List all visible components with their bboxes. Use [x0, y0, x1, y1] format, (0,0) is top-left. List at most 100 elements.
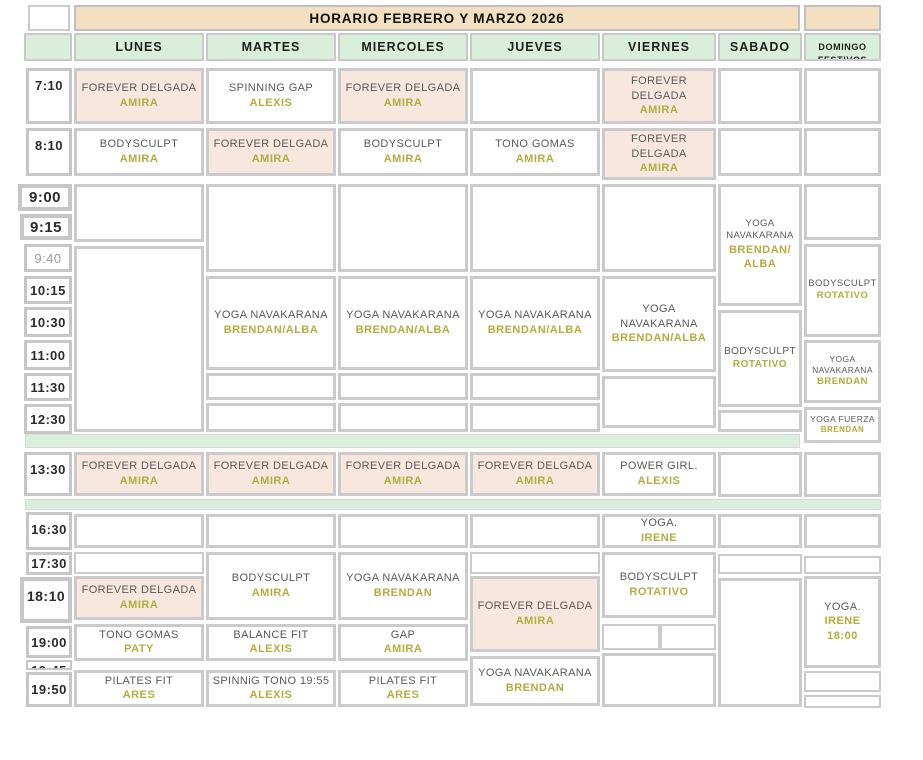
day-header-viernes: VIERNES	[602, 33, 716, 61]
class-name: YOGA NAVAKARANA	[478, 309, 592, 322]
cell-viernes-1130-1230-empty	[602, 376, 716, 428]
class-coach: ROTATIVO	[629, 585, 689, 598]
cell-lunes-1950: PILATES FIT ARES	[74, 670, 204, 707]
class-name: SPINNiG TONO 19:55	[212, 674, 330, 687]
cell-viernes-0810: FOREVER DELGADA AMIRA	[602, 128, 716, 180]
class-name: FOREVER DELGADA	[345, 460, 461, 473]
cell-martes-1900: BALANCE FIT ALEXIS	[206, 624, 336, 661]
cell-miercoles-0710: FOREVER DELGADA AMIRA	[338, 68, 468, 124]
day-header-domingo: DOMINGO FESTIVOS	[804, 33, 881, 61]
time-1330: 13:30	[24, 452, 72, 496]
cell-lunes-1630-empty	[74, 514, 204, 548]
class-name: YOGA.	[824, 601, 861, 613]
class-coach: AMIRA	[515, 474, 555, 487]
class-name: BODYSCULPT	[619, 571, 699, 584]
class-name: BODYSCULPT	[808, 277, 877, 289]
cell-martes-0710: SPINNING GAP ALEXIS	[206, 68, 336, 124]
day-header-sabado: SABADO	[718, 33, 802, 61]
class-name: GAP	[390, 628, 416, 641]
day-label: DOMINGO	[818, 42, 867, 52]
class-coach: ARES	[122, 689, 156, 702]
cell-viernes-1630-yoga: YOGA. IRENE	[602, 514, 716, 548]
class-coach: BRENDAN/ALBA	[355, 323, 451, 336]
class-coach: BRENDAN/ALBA	[223, 323, 319, 336]
cell-miercoles-1730-yoga-navakarana: YOGA NAVAKARANA BRENDAN	[338, 552, 468, 620]
class-name: BODYSCULPT	[363, 138, 443, 151]
cell-viernes-1730-bodysculpt-rotativo: BODYSCULPT ROTATIVO	[602, 552, 716, 618]
day-header-spacer	[24, 33, 72, 61]
class-coach: AMIRA	[383, 474, 423, 487]
class-name: BODYSCULPT	[99, 138, 179, 151]
cell-jueves-900-940-empty	[470, 184, 600, 272]
class-coach: AMIRA	[251, 474, 291, 487]
cell-lunes-1730-empty	[74, 552, 204, 574]
cell-domingo-0710-empty	[804, 68, 881, 124]
class-coach: ALEXIS	[249, 96, 293, 109]
cell-martes-1230-empty	[206, 403, 336, 432]
class-coach: AMIRA	[119, 152, 159, 165]
cell-miercoles-1630-empty	[338, 514, 468, 548]
class-coach: AMIRA	[119, 598, 159, 611]
class-coach: ALEXIS	[637, 474, 681, 487]
class-coach: BRENDAN	[505, 681, 565, 694]
cell-viernes-0710: FOREVER DELGADA AMIRA	[602, 68, 716, 124]
cell-domingo-0810-empty	[804, 128, 881, 176]
class-coach: PATY	[124, 643, 154, 656]
class-name: FOREVER DELGADA	[213, 460, 329, 473]
cell-martes-900-940-empty	[206, 184, 336, 272]
class-name: FOREVER DELGADA	[477, 460, 593, 473]
time-900: 9:00	[18, 184, 72, 211]
day-label: MIERCOLES	[361, 40, 445, 54]
time-1130: 11:30	[24, 373, 72, 401]
class-name: PILATES FIT	[104, 674, 174, 687]
cell-domingo-1630-empty	[804, 514, 881, 548]
cell-domingo-1330-empty	[804, 452, 881, 497]
class-name: YOGA NAVAKARANA	[346, 572, 460, 585]
cell-viernes-yoga-navakarana: YOGA NAVAKARANA BRENDAN/ALBA	[602, 276, 716, 372]
class-name: YOGA FUERZA	[810, 414, 875, 425]
cell-sabado-yoga-navakarana: YOGA NAVAKARANA BRENDAN/ ALBA	[718, 184, 802, 306]
cell-sabado-0810-empty	[718, 128, 802, 176]
day-label: LUNES	[115, 40, 163, 54]
class-coach: AMIRA	[515, 614, 555, 627]
class-name: YOGA NAVAKARANA	[478, 667, 592, 680]
class-coach: AMIRA	[639, 161, 679, 174]
day-header-jueves: JUEVES	[470, 33, 600, 61]
class-name: FOREVER DELGADA	[345, 82, 461, 95]
class-name: PILATES FIT	[368, 674, 438, 687]
class-coach: IRENE	[640, 531, 678, 544]
cell-domingo-900-empty	[804, 184, 881, 240]
cell-viernes-1900a-empty	[602, 624, 660, 650]
class-coach: ARES	[386, 689, 420, 702]
class-name: POWER GIRL.	[620, 460, 698, 473]
class-coach: IRENE	[824, 615, 861, 628]
time-1100: 11:00	[24, 340, 72, 370]
corner-cell	[28, 5, 70, 31]
day-label: VIERNES	[628, 40, 690, 54]
cell-miercoles-1130-empty	[338, 373, 468, 400]
time-1630: 16:30	[26, 512, 72, 550]
class-coach: BRENDAN	[817, 376, 868, 388]
cell-domingo-1810-yoga-irene: YOGA. IRENE 18:00	[804, 576, 881, 668]
day-header-lunes: LUNES	[74, 33, 204, 61]
cell-domingo-1950-empty	[804, 695, 881, 708]
time-1900: 19:00	[26, 626, 72, 658]
time-1030: 10:30	[24, 307, 72, 337]
cell-viernes-1330-power-girl: POWER GIRL. ALEXIS	[602, 452, 716, 496]
class-coach: AMIRA	[383, 152, 423, 165]
class-name: FOREVER DELGADA	[477, 600, 593, 613]
class-name: YOGA NAVAKARANA	[214, 309, 328, 322]
class-name: TONO GOMAS	[99, 628, 179, 641]
green-band-1	[25, 434, 800, 448]
class-coach: ROTATIVO	[816, 290, 869, 302]
class-name: TONO GOMAS	[495, 138, 575, 151]
cell-martes-0810: FOREVER DELGADA AMIRA	[206, 128, 336, 176]
day-label: SABADO	[729, 40, 791, 54]
cell-jueves-1730-empty	[470, 552, 600, 574]
cell-jueves-0710-empty	[470, 68, 600, 124]
cell-lunes-1900: TONO GOMAS PATY	[74, 624, 204, 661]
class-coach: AMIRA	[119, 474, 159, 487]
cell-domingo-yoga-navakarana: YOGA NAVAKARANA BRENDAN	[804, 340, 881, 403]
cell-sabado-1810-1950-empty	[718, 578, 802, 707]
class-coach: AMIRA	[515, 152, 555, 165]
